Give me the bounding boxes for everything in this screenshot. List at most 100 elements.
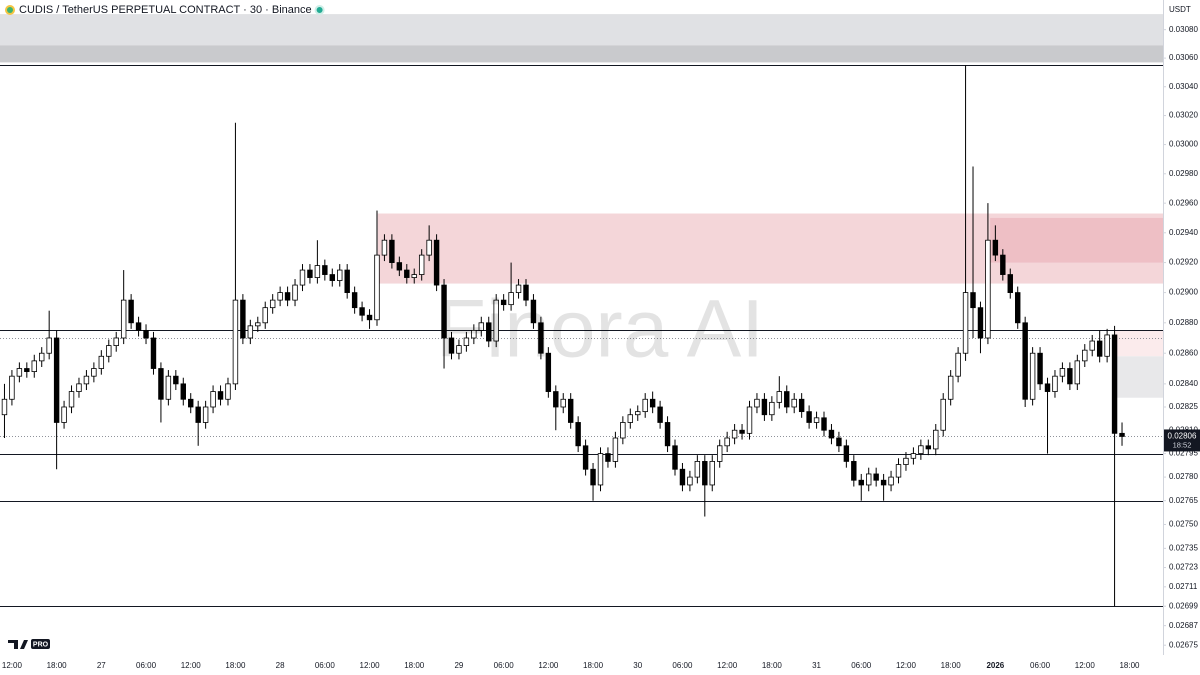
candle: [299, 264, 306, 292]
candle-body: [679, 468, 686, 486]
candle: [702, 455, 708, 517]
candle-body: [195, 406, 201, 423]
candle: [322, 259, 328, 281]
candle-body: [545, 352, 552, 392]
x-tick-label: 18:00: [941, 661, 962, 670]
candle-body: [903, 457, 909, 465]
candle-body: [471, 329, 477, 339]
candle-body: [1052, 375, 1058, 392]
candle: [478, 316, 485, 337]
candle: [612, 431, 619, 468]
candle: [947, 370, 954, 406]
tv-logo: PRO: [8, 639, 50, 649]
candle: [739, 424, 745, 440]
candle-body: [1007, 274, 1013, 293]
candle-body: [970, 292, 976, 309]
candle-body: [433, 239, 440, 286]
candle-body: [605, 453, 611, 462]
candle: [500, 294, 507, 311]
candle: [165, 370, 172, 406]
candle: [597, 447, 604, 492]
candle-body: [776, 391, 783, 403]
x-tick-label: 12:00: [1075, 661, 1096, 670]
candle: [471, 324, 477, 345]
price-unit: USDT: [1169, 5, 1191, 14]
tv-logo-mark: [8, 640, 28, 649]
candle-body: [1104, 334, 1110, 357]
candle: [985, 203, 991, 345]
candle-body: [1111, 334, 1118, 434]
candle-body: [582, 445, 589, 470]
candle: [575, 416, 581, 453]
candle: [746, 400, 753, 440]
candle-body: [977, 307, 984, 339]
candle-body: [262, 307, 268, 324]
candle-body: [955, 352, 961, 377]
candle: [523, 279, 529, 307]
candle: [895, 458, 902, 484]
candle: [307, 264, 313, 284]
candle-body: [426, 239, 432, 256]
candle: [463, 331, 470, 352]
candle: [262, 301, 268, 329]
candle: [83, 370, 90, 391]
y-tick-label: 0.02675: [1169, 640, 1198, 649]
candle-body: [1037, 352, 1043, 385]
candle-body: [404, 269, 410, 278]
candle: [418, 249, 425, 281]
candle: [411, 268, 417, 284]
candle: [679, 462, 686, 492]
candle-body: [895, 464, 902, 478]
candle-body: [456, 345, 462, 354]
y-tick-label: 0.02750: [1169, 520, 1198, 529]
candle-body: [925, 445, 932, 450]
candle: [553, 385, 559, 431]
candle-body: [284, 292, 291, 301]
candle-body: [225, 383, 231, 400]
candle: [784, 385, 790, 414]
candle-body: [575, 422, 581, 447]
candle: [202, 400, 209, 429]
x-tick-label: 18:00: [583, 661, 604, 670]
candle: [210, 385, 216, 414]
candle-body: [1096, 340, 1103, 357]
candle: [225, 377, 231, 406]
candle-body: [39, 352, 45, 362]
candle-body: [299, 269, 306, 286]
candle: [657, 400, 663, 429]
candle-body: [597, 453, 604, 486]
live-dot: [314, 5, 325, 15]
candle-body: [1029, 352, 1036, 400]
candle: [866, 467, 872, 492]
candle-body: [135, 322, 142, 331]
candle: [1, 383, 8, 439]
candle-body: [389, 239, 395, 263]
candle: [120, 270, 127, 345]
candle: [1067, 362, 1073, 391]
candle-body: [940, 398, 946, 431]
candle-body: [761, 398, 768, 416]
x-tick-label: 12:00: [538, 661, 559, 670]
candle-body: [217, 391, 224, 400]
candle: [798, 393, 805, 418]
candle-body: [1, 398, 8, 416]
candle: [664, 416, 671, 453]
candle: [113, 331, 119, 352]
candle: [269, 294, 276, 314]
candle-body: [188, 398, 194, 408]
x-tick-label: 18:00: [1119, 661, 1140, 670]
candle: [277, 286, 283, 307]
x-tick-label: 06:00: [494, 661, 515, 670]
candle-body: [910, 453, 917, 459]
candle: [98, 350, 105, 375]
y-tick-label: 0.02723: [1169, 563, 1198, 572]
candle-body: [813, 417, 820, 423]
candle: [918, 439, 924, 460]
candle-body: [359, 307, 365, 316]
candle-body: [448, 337, 455, 354]
candle: [366, 309, 373, 329]
candle-body: [98, 355, 105, 369]
candle-body: [255, 322, 261, 327]
candle: [880, 473, 887, 501]
candle: [292, 279, 298, 307]
